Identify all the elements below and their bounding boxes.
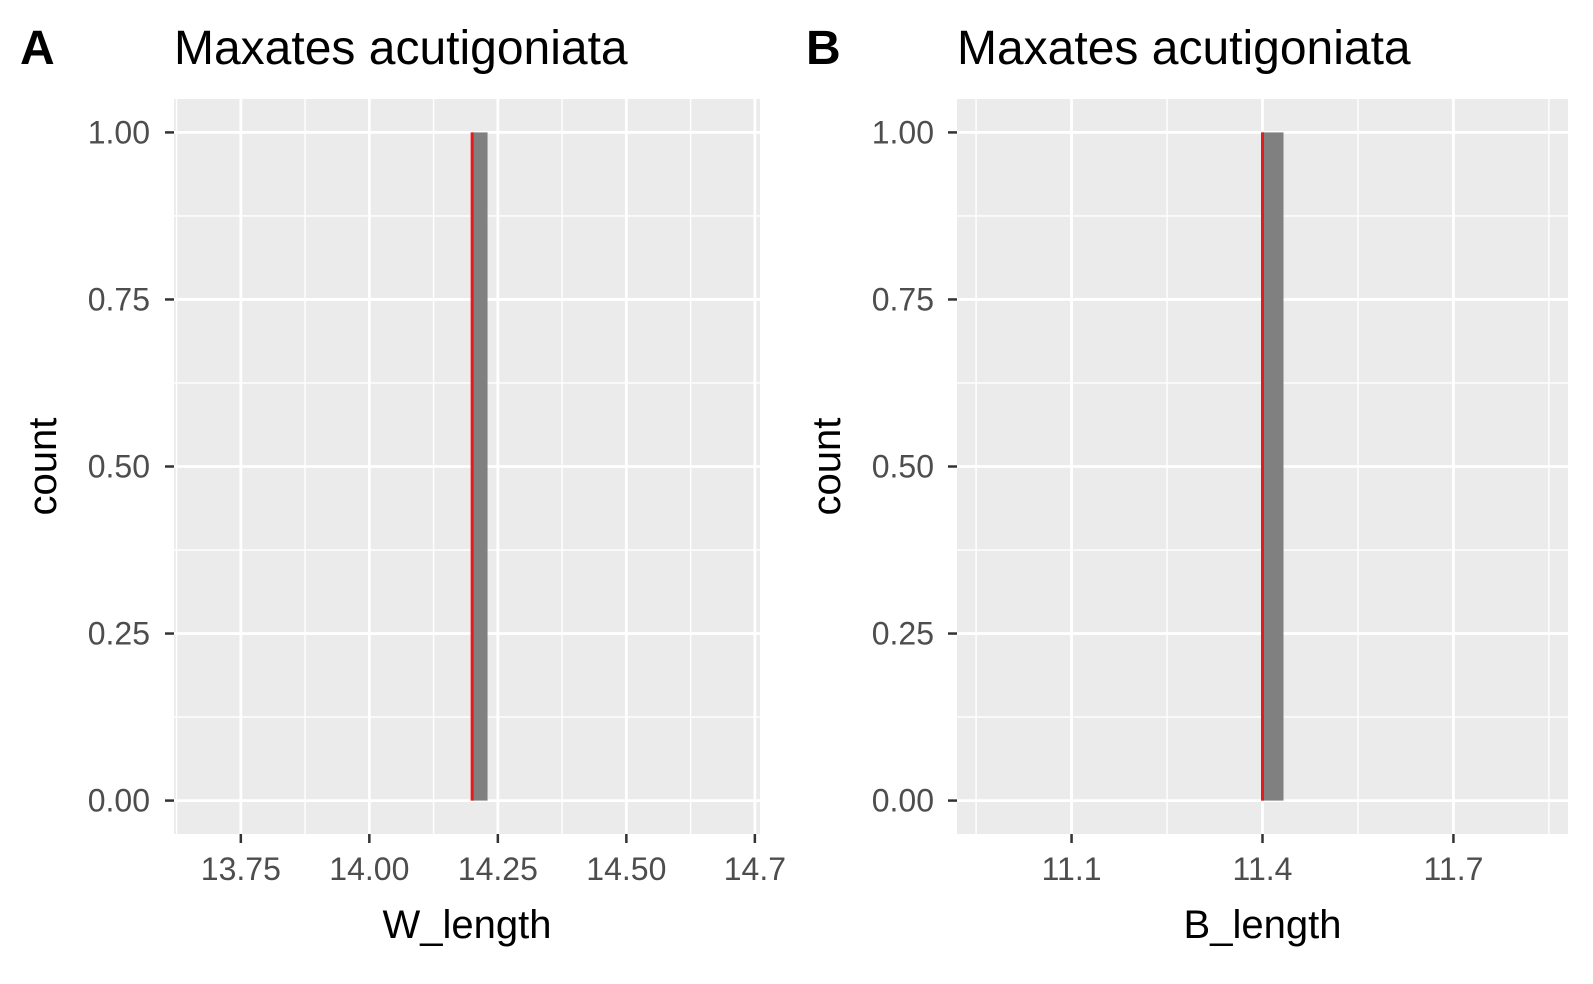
x-tick-label: 11.7 bbox=[1423, 851, 1483, 887]
y-tick-label: 0.75 bbox=[872, 281, 934, 317]
x-tick-label: 11.4 bbox=[1233, 851, 1293, 887]
x-tick-label: 11.1 bbox=[1042, 851, 1102, 887]
y-tick-label: 1.00 bbox=[872, 114, 934, 150]
histogram-bar bbox=[472, 132, 488, 801]
panel-title: Maxates acutigoniata bbox=[174, 22, 628, 75]
x-axis-title: B_length bbox=[1184, 903, 1342, 947]
histogram-bar bbox=[1262, 132, 1284, 801]
y-axis-title: count bbox=[805, 418, 849, 516]
panel-letter: A bbox=[20, 22, 55, 75]
panel-a: 0.00 0.25 0.50 0.75 1.00 13.75 14.00 14.25 14.50… bbox=[20, 22, 786, 947]
panel-title: Maxates acutigoniata bbox=[957, 22, 1411, 75]
y-tick-label: 0.50 bbox=[88, 449, 150, 485]
y-tick-label: 0.50 bbox=[872, 449, 934, 485]
x-tick-label: 14.50 bbox=[586, 851, 666, 887]
y-tick-label: 0.25 bbox=[872, 616, 934, 652]
y-tick-label: 1.00 bbox=[88, 114, 150, 150]
x-tick-label: 14.7 bbox=[724, 851, 786, 887]
x-axis-title: W_length bbox=[383, 903, 552, 947]
y-axis-title: count bbox=[21, 418, 65, 516]
y-tick-label: 0.75 bbox=[88, 281, 150, 317]
x-tick-label: 14.25 bbox=[458, 851, 538, 887]
y-tick-label: 0.25 bbox=[88, 616, 150, 652]
x-tick-label: 13.75 bbox=[201, 851, 281, 887]
y-tick-label: 0.00 bbox=[88, 783, 150, 819]
x-tick-label: 14.00 bbox=[329, 851, 409, 887]
y-tick-label: 0.00 bbox=[872, 783, 934, 819]
panel-b: 0.00 0.25 0.50 0.75 1.00 11.1 11.4 11.7 B Maxates… bbox=[805, 22, 1568, 947]
panel-letter: B bbox=[806, 22, 841, 75]
